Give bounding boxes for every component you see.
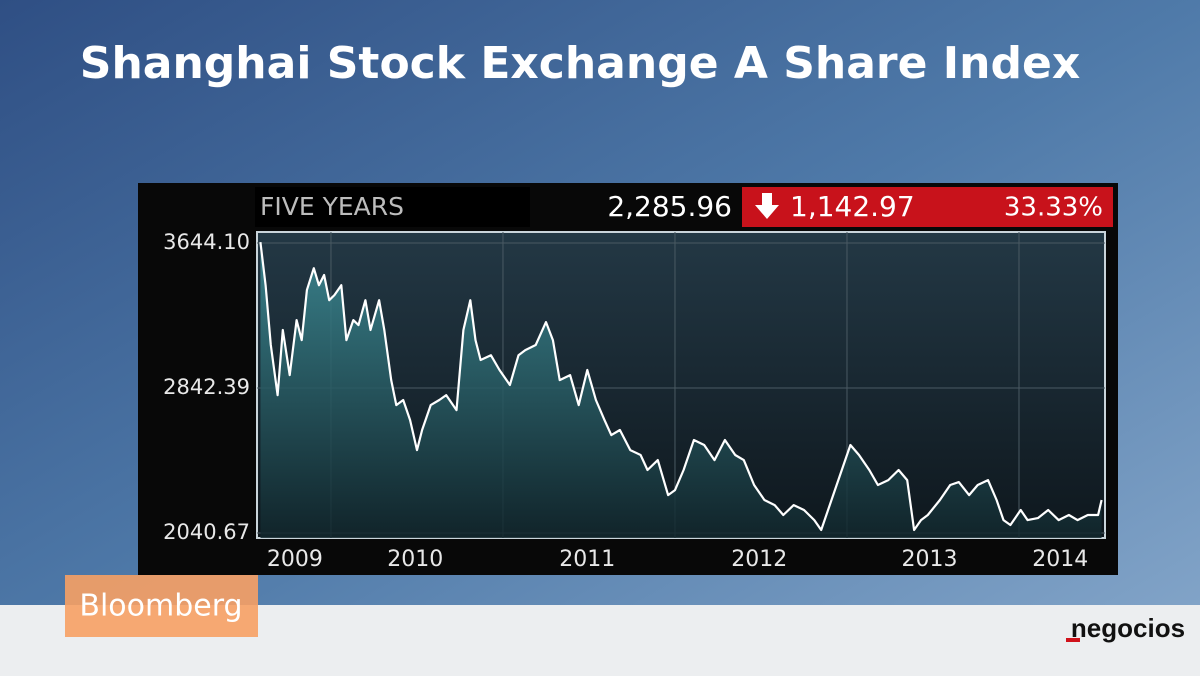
x-tick-label: 2010 [387, 547, 443, 572]
x-tick-label: 2009 [267, 547, 323, 572]
chart: 2040.67 2842.39 3644.10 2009 2010 2011 2012 201… [163, 230, 1105, 572]
chart-title: Shanghai Stock Exchange A Share Index [80, 38, 1080, 89]
line [259, 241, 1103, 532]
x-tick-label: 2011 [559, 547, 615, 572]
y-tick-label: 2842.39 [163, 375, 250, 399]
x-tick-label: 2012 [731, 547, 787, 572]
last-value: 2,285.96 [607, 190, 732, 223]
y-tick-label: 3644.10 [163, 230, 250, 254]
brand-box [65, 575, 258, 637]
x-tick-label: 2013 [902, 547, 958, 572]
brand: Bloomberg [79, 589, 242, 624]
x-tick-label: 2014 [1032, 547, 1088, 572]
change-value: 1,142.97 [790, 190, 915, 223]
publisher-logo: negocios [1071, 613, 1185, 643]
y-tick-label: 2040.67 [163, 520, 250, 544]
logo-accent [1066, 638, 1080, 642]
down-arrow [755, 193, 779, 219]
period-box [255, 187, 530, 227]
area [260, 242, 1102, 538]
change-percent: 33.33% [1004, 193, 1103, 223]
period-label: FIVE YEARS [260, 192, 404, 221]
change-box [742, 187, 1113, 227]
